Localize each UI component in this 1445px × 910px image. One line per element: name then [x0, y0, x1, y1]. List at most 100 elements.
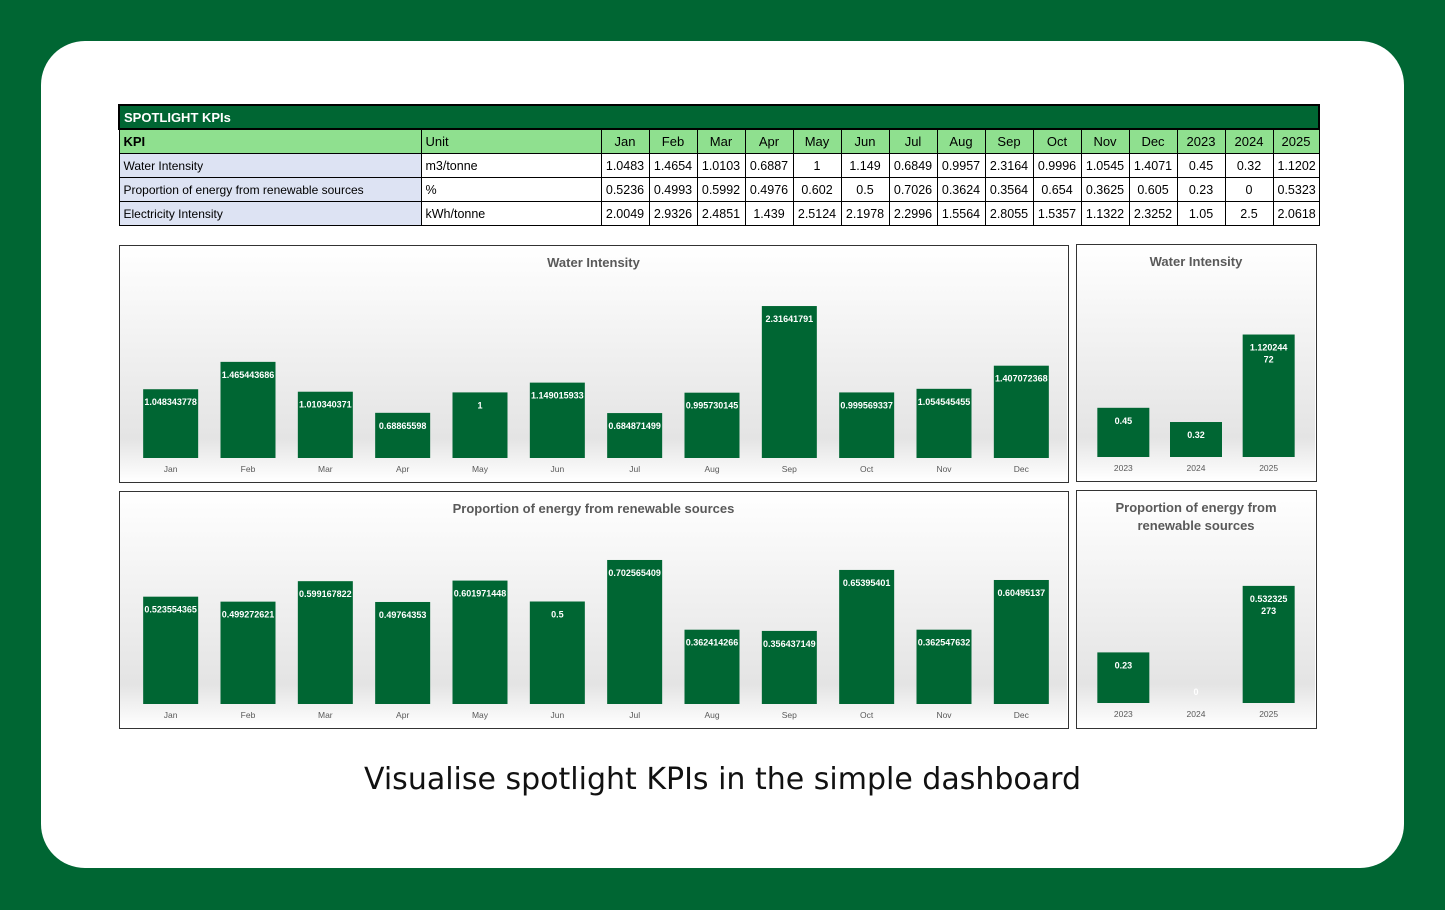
value-cell: 1.1202 — [1272, 153, 1320, 178]
kpi-name-cell: Proportion of energy from renewable sour… — [118, 177, 422, 202]
column-header: Jul — [888, 128, 938, 154]
chart-bar — [761, 630, 817, 704]
column-header: Nov — [1080, 128, 1130, 154]
value-cell: 0.6849 — [888, 153, 938, 178]
renewable-energy-monthly-chart: Proportion of energy from renewable sour… — [119, 491, 1069, 729]
bar-data-label: 1.149015933 — [531, 391, 584, 401]
column-header: Unit — [420, 128, 602, 154]
category-tick-label: Nov — [936, 710, 952, 720]
value-cell: 0.5 — [840, 177, 890, 202]
value-cell: 0 — [1224, 177, 1274, 202]
chart-bar — [684, 392, 740, 458]
column-header: Sep — [984, 128, 1034, 154]
chart-bar — [684, 629, 740, 704]
value-cell: 1.1322 — [1080, 201, 1130, 226]
value-cell: 0.654 — [1032, 177, 1082, 202]
bar-data-label: 0.999569337 — [840, 400, 893, 410]
bar-data-label: 0.5 — [551, 610, 564, 620]
value-cell: 0.7026 — [888, 177, 938, 202]
chart-bar — [761, 306, 817, 458]
value-cell: 0.4993 — [648, 177, 698, 202]
category-tick-label: 2025 — [1259, 709, 1278, 719]
category-tick-label: Nov — [936, 464, 952, 474]
bar-data-label: 1 — [477, 400, 482, 410]
table-row: Water Intensity m3/tonne 1.0483 1.4654 1.010… — [118, 153, 1320, 178]
value-cell: 0.3624 — [936, 177, 986, 202]
bar-data-label: 0.32 — [1187, 430, 1205, 440]
chart-bar — [143, 596, 199, 704]
category-tick-label: Feb — [241, 464, 256, 474]
category-tick-label: May — [472, 710, 489, 720]
value-cell: 1.439 — [744, 201, 794, 226]
bar-data-label: 0.684871499 — [608, 421, 661, 431]
value-cell: 2.2996 — [888, 201, 938, 226]
column-header: May — [792, 128, 842, 154]
column-header: 2023 — [1176, 128, 1226, 154]
water-intensity-yearly-chart: Water Intensity 0.45 2023 0.32 2024 1.120244 7… — [1076, 244, 1317, 482]
bar-data-label: 0.499272621 — [222, 610, 275, 620]
category-tick-label: Jun — [550, 464, 564, 474]
category-tick-label: Oct — [860, 710, 874, 720]
chart-bar — [607, 559, 663, 704]
table-row: Proportion of energy from renewable sour… — [118, 177, 1320, 202]
value-cell: 0.9957 — [936, 153, 986, 178]
value-cell: 1.5564 — [936, 201, 986, 226]
column-header: Oct — [1032, 128, 1082, 154]
column-header: 2024 — [1224, 128, 1274, 154]
value-cell: 0.5992 — [696, 177, 746, 202]
chart-bar — [993, 579, 1049, 704]
value-cell: 2.0049 — [600, 201, 650, 226]
value-cell: 2.5124 — [792, 201, 842, 226]
chart-bar — [1097, 652, 1150, 703]
bar-data-label: 0.599167822 — [299, 589, 352, 599]
category-tick-label: 2024 — [1187, 709, 1206, 719]
chart-bar — [452, 392, 508, 458]
bar-data-label: 0.362547632 — [918, 638, 971, 648]
bar-data-label: 273 — [1261, 606, 1276, 616]
category-tick-label: 2023 — [1114, 463, 1133, 473]
chart-bar — [1242, 334, 1295, 457]
category-tick-label: Apr — [396, 710, 409, 720]
column-header: Jun — [840, 128, 890, 154]
unit-cell: % — [420, 177, 602, 202]
category-tick-label: Oct — [860, 464, 874, 474]
value-cell: 1.4654 — [648, 153, 698, 178]
bar-data-label: 0.702565409 — [608, 568, 661, 578]
chart-bar — [1097, 407, 1150, 457]
bar-data-label: 0.23 — [1115, 660, 1133, 670]
chart-bar — [529, 382, 585, 458]
chart-bar — [1242, 585, 1295, 703]
value-cell: 0.3625 — [1080, 177, 1130, 202]
bar-data-label: 0.995730145 — [686, 401, 739, 411]
renewable-energy-yearly-chart: Proportion of energy from renewable sourc… — [1076, 490, 1317, 729]
value-cell: 0.602 — [792, 177, 842, 202]
category-tick-label: 2024 — [1187, 463, 1206, 473]
category-tick-label: Dec — [1014, 464, 1030, 474]
kpi-name-cell: Water Intensity — [118, 153, 422, 178]
value-cell: 1.0545 — [1080, 153, 1130, 178]
spotlight-kpi-table: SPOTLIGHT KPIs KPI Unit Jan Feb Mar Apr May Jun… — [117, 104, 1321, 226]
column-header: Mar — [696, 128, 746, 154]
value-cell: 1.4071 — [1128, 153, 1178, 178]
bar-data-label: 0.49764353 — [379, 610, 427, 620]
category-tick-label: Mar — [318, 464, 333, 474]
bar-data-label: 0.532325 — [1250, 594, 1288, 604]
value-cell: 0.4976 — [744, 177, 794, 202]
bar-data-label: 1.120244 — [1250, 343, 1288, 353]
column-header: Aug — [936, 128, 986, 154]
column-header: KPI — [118, 128, 422, 154]
bar-data-label: 0.362414266 — [686, 638, 739, 648]
value-cell: 2.4851 — [696, 201, 746, 226]
chart-title: Proportion of energy from renewable sour… — [453, 501, 735, 516]
chart-bar — [220, 361, 276, 458]
bar-data-label: 1.407072368 — [995, 374, 1048, 384]
value-cell: 2.0618 — [1272, 201, 1320, 226]
chart-bar — [993, 365, 1049, 458]
category-tick-label: Jan — [164, 710, 178, 720]
value-cell: 2.5 — [1224, 201, 1274, 226]
value-cell: 2.3164 — [984, 153, 1034, 178]
value-cell: 1.05 — [1176, 201, 1226, 226]
value-cell: 1.149 — [840, 153, 890, 178]
bar-data-label: 1.465443686 — [222, 370, 275, 380]
category-tick-label: Jun — [550, 710, 564, 720]
